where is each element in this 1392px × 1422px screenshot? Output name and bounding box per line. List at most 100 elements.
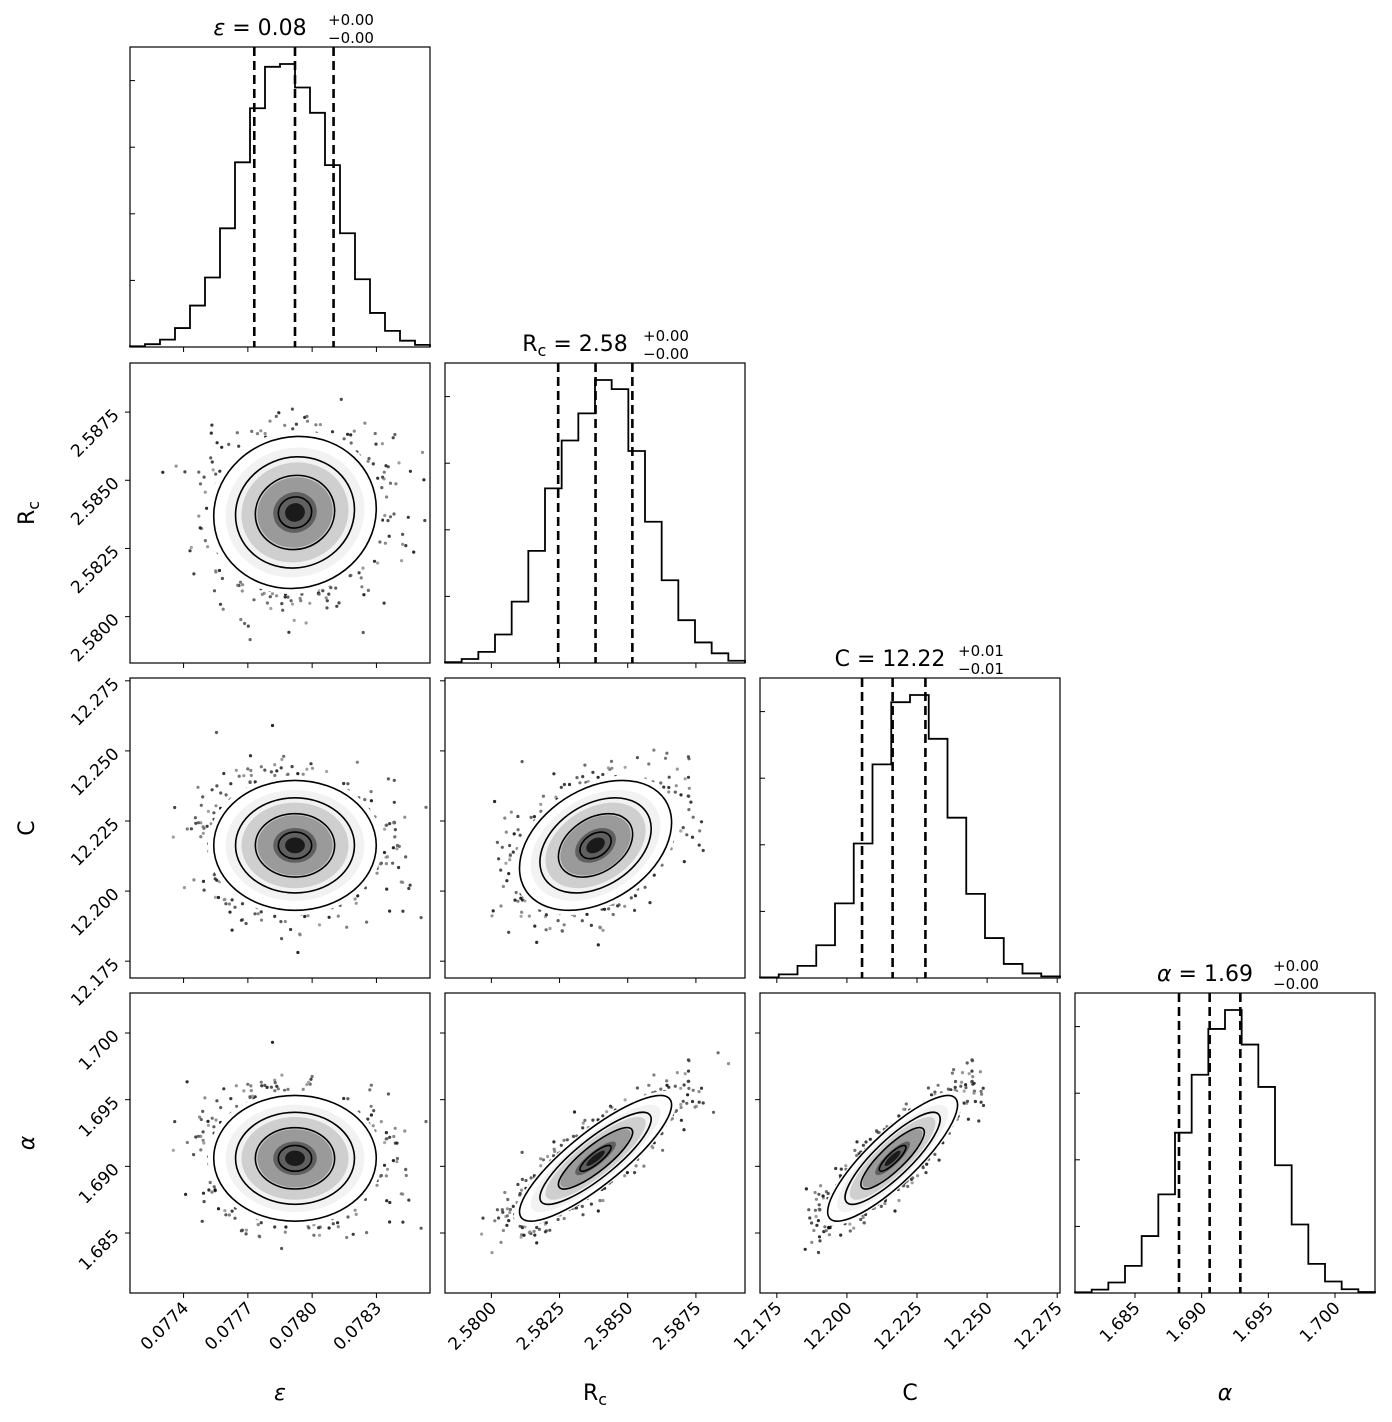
scatter-point (282, 754, 286, 758)
title-label-sub: c (538, 341, 547, 360)
scatter-point (904, 1102, 908, 1106)
scatter-point (337, 601, 341, 605)
scatter-point (679, 793, 683, 797)
contour-line (180, 1069, 410, 1247)
scatter-point (408, 469, 412, 473)
scatter-point (395, 843, 399, 848)
scatter-point (317, 1233, 322, 1237)
scatter-point (173, 805, 177, 810)
scatter-point (642, 1164, 646, 1168)
scatter-point (325, 599, 329, 603)
scatter-point (212, 1185, 216, 1189)
scatter-point (548, 926, 552, 931)
title-eq: = (225, 16, 257, 41)
title-minus-C: −0.01 (958, 660, 1004, 678)
scatter-point (386, 777, 390, 781)
scatter-point (286, 1087, 290, 1091)
contour-line (239, 801, 351, 891)
scatter-point (199, 1117, 203, 1122)
scatter-point (716, 1051, 720, 1055)
scatter-point (852, 1226, 856, 1230)
scatter-point (601, 772, 605, 777)
scatter-point (697, 843, 701, 847)
scatter-point (283, 423, 287, 427)
scatter-point (855, 1140, 859, 1144)
panel-frame (444, 677, 746, 979)
scatter-point (508, 1207, 512, 1212)
scatter-point (380, 486, 384, 490)
scatter-point (230, 1209, 234, 1213)
scatter-point (629, 896, 633, 900)
x-axis-label-alpha: α (1218, 1381, 1233, 1406)
scatter-point (216, 1207, 221, 1211)
scatter-point (524, 1178, 528, 1183)
scatter-point (816, 1219, 821, 1223)
scatter-point (817, 1192, 821, 1196)
scatter-point (199, 1134, 203, 1138)
scatter-point (960, 1071, 965, 1075)
scatter-point (382, 1163, 387, 1167)
hist-step-C (759, 694, 1061, 979)
scatter-point (352, 429, 356, 433)
hist-step-eps (129, 63, 431, 348)
scatter-point (321, 589, 325, 593)
scatter-point (345, 925, 349, 929)
scatter-point (383, 513, 387, 518)
contour-line (576, 1142, 614, 1174)
hist-panel-alpha: α = 1.69 +0.00−0.00 (1074, 957, 1376, 1294)
scatter-point (393, 432, 397, 437)
scatter-point (372, 559, 377, 563)
scatter-point (685, 1101, 689, 1105)
scatter-layer (480, 1051, 731, 1255)
density-fill (285, 1150, 305, 1167)
scatter-point (210, 1190, 214, 1194)
scatter-point (378, 862, 383, 866)
scatter-point (280, 1246, 284, 1251)
scatter-point (215, 784, 219, 788)
scatter-point (972, 1091, 976, 1095)
scatter-point (950, 1071, 955, 1075)
scatter-point (210, 460, 214, 464)
axis-label-sub: c (24, 501, 43, 510)
scatter-point (273, 1225, 277, 1229)
scatter-point (834, 1166, 838, 1171)
panel-title-C: C = 12.22 (835, 647, 946, 672)
scatter-point (691, 1088, 695, 1092)
scatter-point (603, 907, 607, 911)
scatter-point (516, 828, 520, 832)
scatter-point (276, 1087, 280, 1091)
scatter-point (362, 593, 366, 597)
scatter-point (601, 928, 605, 932)
scatter-point (507, 872, 511, 876)
scatter-point (325, 606, 329, 610)
scatter-point (926, 1086, 931, 1090)
scatter-point (480, 1232, 484, 1236)
scatter-point (259, 910, 263, 914)
scatter-point (608, 1104, 613, 1108)
scatter-point (202, 475, 206, 479)
contour-line (544, 801, 647, 889)
scatter-point (280, 602, 284, 606)
scatter-point (812, 1228, 816, 1233)
scatter-point (233, 1216, 237, 1220)
scatter-point (385, 1199, 389, 1203)
scatter-point (578, 781, 582, 785)
scatter-point (392, 800, 396, 804)
scatter-point (862, 1221, 867, 1225)
scatter-point (385, 1167, 390, 1171)
scatter-point (307, 1080, 311, 1084)
scatter-point (240, 589, 244, 593)
scatter-point (556, 919, 560, 923)
scatter-point (503, 816, 507, 820)
axis-label-sub: c (598, 1390, 607, 1409)
scatter-point (216, 895, 221, 900)
scatter-point (580, 1204, 584, 1208)
scatter-point (234, 1084, 238, 1088)
title-plus-eps: +0.00 (328, 11, 374, 29)
contour-line (239, 1115, 351, 1202)
scatter-point (259, 918, 264, 922)
scatter-point (213, 895, 218, 900)
scatter-point (516, 899, 520, 903)
scatter-point (981, 1103, 986, 1108)
